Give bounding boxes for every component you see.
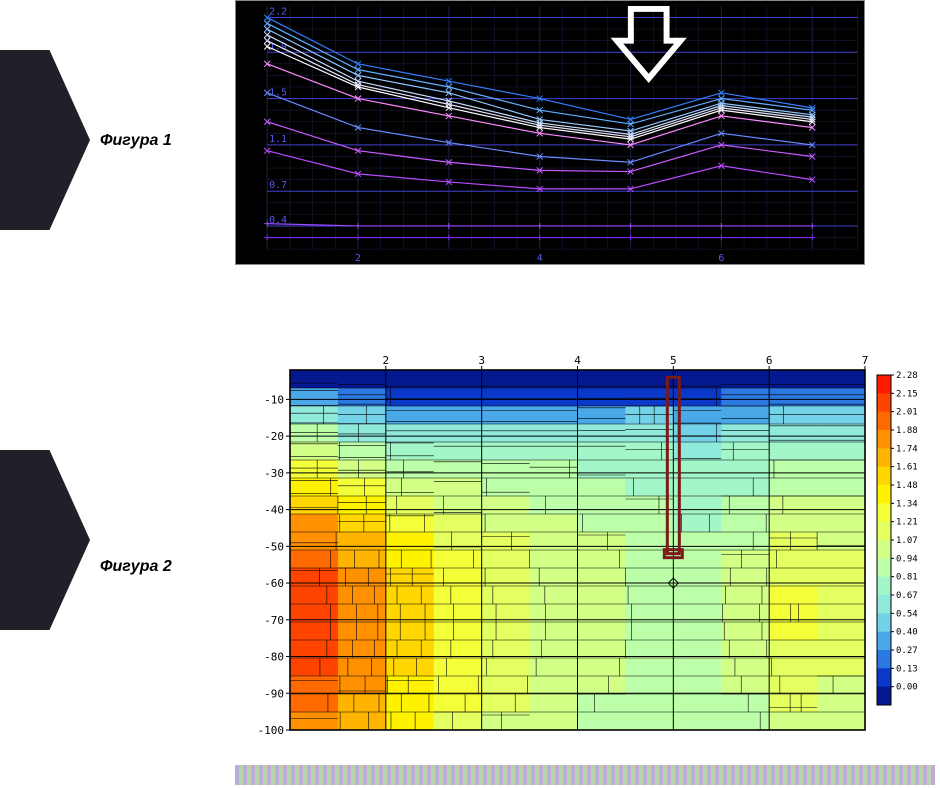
svg-text:-50: -50: [264, 540, 284, 553]
svg-text:0.81: 0.81: [896, 573, 918, 583]
svg-text:0.00: 0.00: [896, 683, 918, 693]
svg-text:3: 3: [478, 354, 485, 367]
figure1-label: Фигура 1: [100, 132, 172, 150]
svg-text:7: 7: [862, 354, 869, 367]
svg-text:1.88: 1.88: [896, 426, 918, 436]
svg-text:2: 2: [383, 354, 390, 367]
svg-text:-90: -90: [264, 687, 284, 700]
svg-text:-100: -100: [258, 724, 285, 737]
svg-text:0.94: 0.94: [896, 554, 918, 564]
svg-text:0.27: 0.27: [896, 646, 918, 656]
svg-text:5: 5: [670, 354, 677, 367]
svg-text:6: 6: [766, 354, 773, 367]
svg-text:-20: -20: [264, 430, 284, 443]
figure2-chart: 2 3 4 5 6 7 -10 -20 -30 -40 -50 -60 -70 -80 -90 -100 2.2…: [235, 350, 935, 750]
svg-text:1.1: 1.1: [269, 134, 287, 145]
svg-text:-60: -60: [264, 577, 284, 590]
svg-text:0.13: 0.13: [896, 664, 918, 674]
svg-text:1.34: 1.34: [896, 499, 918, 509]
svg-text:0.40: 0.40: [896, 628, 918, 638]
svg-text:1.48: 1.48: [896, 481, 918, 491]
svg-text:-70: -70: [264, 614, 284, 627]
svg-text:-40: -40: [264, 504, 284, 517]
svg-text:0.7: 0.7: [269, 180, 287, 191]
svg-text:4: 4: [537, 253, 543, 264]
svg-text:0.54: 0.54: [896, 609, 918, 619]
svg-text:2: 2: [355, 253, 361, 264]
svg-text:2.15: 2.15: [896, 389, 918, 399]
svg-text:0.67: 0.67: [896, 591, 918, 601]
svg-text:2.01: 2.01: [896, 408, 918, 418]
figure2-label: Фигура 2: [100, 558, 172, 576]
svg-text:-80: -80: [264, 651, 284, 664]
svg-text:1.74: 1.74: [896, 444, 918, 454]
svg-text:1.61: 1.61: [896, 463, 918, 473]
svg-text:6: 6: [718, 253, 724, 264]
figure1-pentagon-marker: [0, 50, 90, 230]
figure2-pentagon-marker: [0, 450, 90, 630]
svg-text:4: 4: [574, 354, 581, 367]
noise-bar: [235, 765, 935, 785]
svg-text:-30: -30: [264, 467, 284, 480]
svg-text:1.21: 1.21: [896, 518, 918, 528]
svg-text:2.2: 2.2: [269, 7, 287, 18]
svg-text:2.28: 2.28: [896, 371, 918, 381]
svg-text:1.07: 1.07: [896, 536, 918, 546]
svg-text:-10: -10: [264, 393, 284, 406]
figure1-chart: 0.40.71.11.51.92.2246: [235, 0, 865, 265]
